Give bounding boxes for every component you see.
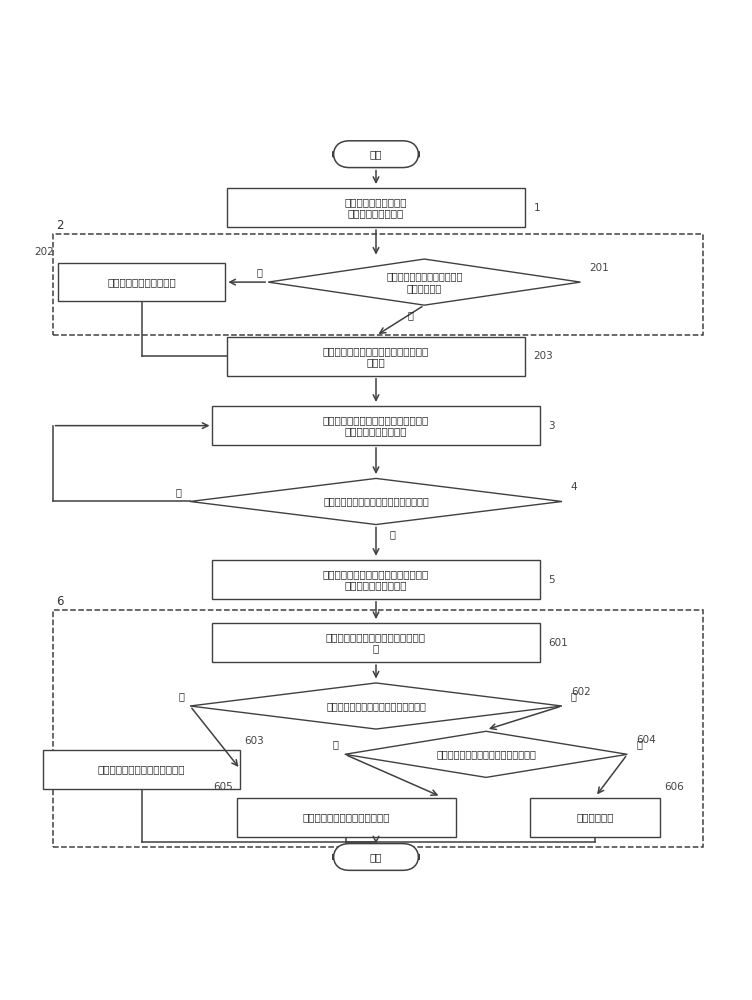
- Text: 是: 是: [178, 691, 184, 701]
- Text: 关闭温度最高的储氢气瓶以外的其它储
氢气瓶: 关闭温度最高的储氢气瓶以外的其它储 氢气瓶: [323, 346, 429, 367]
- Text: 2: 2: [56, 219, 64, 232]
- Text: 202: 202: [35, 247, 54, 257]
- Text: 停止计时并获取连接储氢组件和供氢组
件的管路中的当前压力: 停止计时并获取连接储氢组件和供氢组 件的管路中的当前压力: [323, 569, 429, 590]
- Text: 604: 604: [636, 735, 656, 745]
- Text: 605: 605: [213, 782, 233, 792]
- FancyBboxPatch shape: [212, 623, 540, 662]
- FancyBboxPatch shape: [333, 141, 419, 168]
- Text: 是: 是: [256, 267, 262, 277]
- FancyBboxPatch shape: [237, 798, 456, 837]
- Text: 否: 否: [176, 487, 182, 497]
- Text: 开始: 开始: [370, 149, 382, 159]
- FancyBboxPatch shape: [227, 337, 525, 376]
- Text: 601: 601: [548, 638, 569, 648]
- Text: 606: 606: [664, 782, 684, 792]
- Text: 是: 是: [333, 740, 339, 750]
- Text: 否: 否: [408, 310, 414, 320]
- Text: 判断压力差值是否大于预设的第一阈值: 判断压力差值是否大于预设的第一阈值: [326, 701, 426, 711]
- Polygon shape: [190, 478, 562, 525]
- Text: 603: 603: [244, 736, 264, 746]
- Text: 结束: 结束: [370, 852, 382, 862]
- Text: 4: 4: [571, 482, 578, 492]
- Text: 提示可以加氢: 提示可以加氢: [577, 813, 614, 823]
- FancyBboxPatch shape: [212, 406, 540, 445]
- FancyBboxPatch shape: [530, 798, 660, 837]
- Text: 3: 3: [548, 421, 555, 431]
- Text: 6: 6: [56, 595, 64, 608]
- Text: 5: 5: [548, 575, 555, 585]
- Text: 判断计时是否达到或超过预设的诊断时长: 判断计时是否达到或超过预设的诊断时长: [323, 496, 429, 506]
- Text: 602: 602: [571, 687, 590, 697]
- Text: 根据初始压力和当前压力获得压力差
值: 根据初始压力和当前压力获得压力差 值: [326, 632, 426, 654]
- FancyBboxPatch shape: [333, 844, 419, 870]
- Text: 203: 203: [534, 351, 553, 361]
- Text: 报告第一类故障并提示禁止加氢: 报告第一类故障并提示禁止加氢: [98, 764, 186, 774]
- Polygon shape: [190, 683, 562, 729]
- Text: 1: 1: [534, 203, 540, 213]
- Text: 开启温度最高的储氢气瓶: 开启温度最高的储氢气瓶: [108, 277, 176, 287]
- Text: 否: 否: [636, 740, 642, 750]
- FancyBboxPatch shape: [212, 560, 540, 599]
- Text: 获取燃料电池氢系统中
各个储氢气瓶的温度: 获取燃料电池氢系统中 各个储氢气瓶的温度: [344, 197, 408, 219]
- Text: 是: 是: [390, 529, 396, 539]
- Text: 获取连接储氢组件和供氢组件的管路中
的初始压力并开始计时: 获取连接储氢组件和供氢组件的管路中 的初始压力并开始计时: [323, 415, 429, 436]
- Text: 判断压力差值是否大于预设的第二阈值: 判断压力差值是否大于预设的第二阈值: [436, 749, 536, 759]
- FancyBboxPatch shape: [43, 750, 241, 789]
- Text: 201: 201: [590, 263, 609, 273]
- Text: 判断温度最高的储氢气瓶是否
处于关闭状态: 判断温度最高的储氢气瓶是否 处于关闭状态: [386, 271, 462, 293]
- FancyBboxPatch shape: [227, 188, 525, 227]
- FancyBboxPatch shape: [58, 263, 226, 301]
- Text: 报告第二类故障并提示禁止加氢: 报告第二类故障并提示禁止加氢: [302, 813, 390, 823]
- Polygon shape: [268, 259, 581, 305]
- Polygon shape: [344, 731, 627, 777]
- Text: 否: 否: [571, 691, 577, 701]
